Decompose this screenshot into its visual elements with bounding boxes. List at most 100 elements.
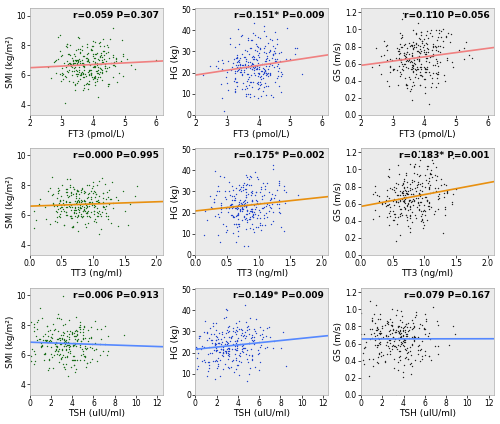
Point [400,323,408,330]
Point [80,334,88,341]
Point [48,365,56,371]
Point [398,368,406,375]
Point [232,185,240,192]
Point [252,201,260,208]
Point [48,331,56,338]
Point [86,344,94,351]
Point [408,198,416,204]
Point [74,188,82,195]
Point [62,209,70,215]
Point [82,220,90,227]
Point [87,70,95,76]
Point [422,194,430,201]
Point [405,56,413,63]
Point [212,347,220,354]
Point [48,321,56,327]
Point [398,209,406,216]
Point [216,173,224,179]
Point [236,206,244,213]
Point [252,223,260,230]
Point [54,187,62,193]
Point [448,59,456,65]
Point [398,341,406,348]
Point [230,196,238,203]
Point [423,216,431,223]
Y-axis label: HG (kg): HG (kg) [171,324,180,359]
Point [246,63,254,70]
Point [68,213,76,220]
Point [40,336,48,343]
Point [96,73,104,80]
Point [240,200,248,206]
Point [406,87,414,94]
Point [72,192,80,199]
Point [92,219,100,226]
Point [431,43,439,50]
Point [415,324,423,331]
Point [34,201,42,207]
Point [408,42,416,49]
Point [72,194,80,201]
Point [246,208,254,215]
Point [238,346,246,352]
Point [407,190,415,197]
Point [442,181,450,188]
Point [418,195,426,201]
Point [204,351,212,357]
Point [80,198,88,205]
Point [228,204,236,210]
Point [96,341,104,348]
Point [415,148,423,154]
Point [386,339,394,346]
Point [218,349,226,355]
Point [64,338,72,345]
Point [96,352,104,359]
Point [38,315,46,321]
Point [292,44,300,51]
Point [448,198,456,205]
Point [390,187,398,193]
Point [87,71,95,78]
Point [409,45,417,51]
Point [80,336,88,343]
Point [99,202,107,209]
Point [422,177,430,184]
Point [54,348,62,354]
Point [87,45,95,52]
Point [98,50,106,57]
Point [104,194,112,201]
Point [394,196,402,203]
Point [50,203,58,209]
Point [400,204,407,211]
Point [211,376,219,382]
Point [425,100,433,107]
Point [252,199,260,206]
Point [87,324,95,330]
Point [268,61,276,68]
Point [85,202,93,209]
Point [400,66,407,73]
Point [112,56,120,62]
Point [30,361,38,368]
Point [66,198,74,205]
Point [376,330,384,337]
Point [250,327,258,334]
Point [434,206,442,212]
Point [242,185,250,192]
Point [427,84,435,90]
Point [54,344,62,351]
Point [231,343,239,349]
Point [241,216,249,223]
Point [414,347,422,354]
Point [240,47,248,54]
Point [83,55,91,62]
Point [242,226,250,233]
Point [404,355,412,362]
Point [60,337,68,344]
Point [402,80,410,87]
Point [60,335,68,342]
Point [219,346,227,352]
Point [234,342,241,349]
Point [62,212,70,218]
Point [429,188,437,195]
